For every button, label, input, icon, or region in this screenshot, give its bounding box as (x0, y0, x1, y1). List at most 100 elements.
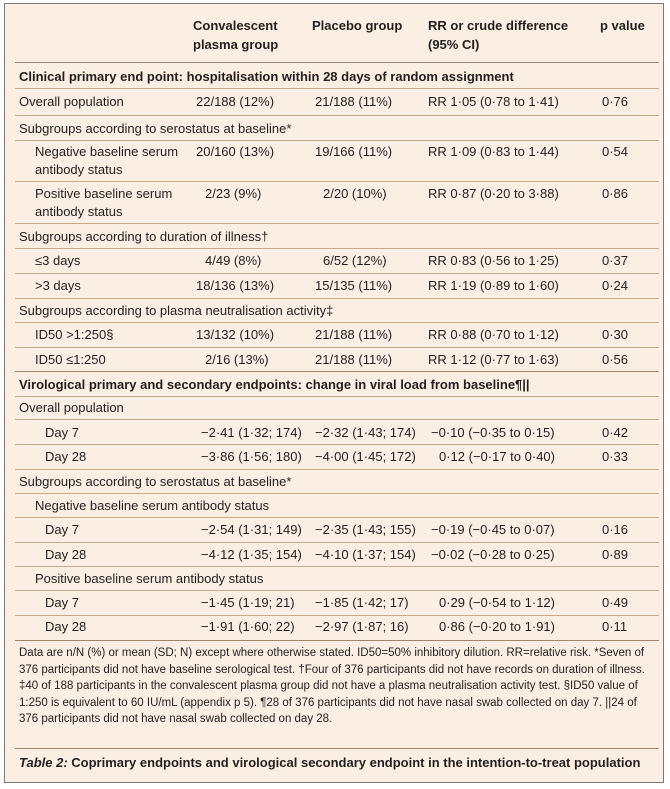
cell-p: 0·49 (602, 595, 629, 610)
cell-plasma: −2·41 (1·32; 174) (201, 425, 302, 440)
row-label: Negative baseline serum antibody status (35, 143, 178, 179)
rule (15, 298, 659, 299)
cell-rr: RR 1·19 (0·89 to 1·60) (428, 278, 559, 293)
header-col4-line1: p value (600, 18, 645, 33)
rule (15, 223, 659, 224)
rule (15, 181, 659, 182)
rule (15, 396, 659, 397)
cell-placebo: 19/166 (11%) (315, 144, 393, 159)
cell-placebo: 21/188 (11%) (315, 327, 393, 342)
cell-rr: RR 0·87 (0·20 to 3·88) (428, 186, 559, 201)
rule (15, 493, 659, 494)
cell-p: 0·56 (602, 352, 629, 367)
cell-placebo: 15/135 (11%) (315, 278, 393, 293)
row-label: Day 7 (45, 595, 79, 610)
cell-rr: −0·02 (−0·28 to 0·25) (431, 547, 555, 562)
cell-p: 0·42 (602, 425, 629, 440)
section-title: Virological primary and secondary endpoi… (19, 377, 530, 392)
cell-placebo: −2·32 (1·43; 174) (315, 425, 416, 440)
rule (15, 640, 659, 641)
cell-placebo: 21/188 (11%) (315, 352, 393, 367)
row-label: Positive baseline serum antibody status (35, 185, 172, 221)
caption-text: Coprimary endpoints and virological seco… (67, 755, 641, 770)
cell-rr: −0·10 (−0·35 to 0·15) (431, 425, 555, 440)
section-title: Clinical primary end point: hospitalisat… (19, 69, 514, 84)
cell-p: 0·76 (602, 94, 629, 109)
cell-plasma: 4/49 (8%) (205, 253, 262, 268)
row-label: Day 28 (45, 449, 87, 464)
row-label: Negative baseline serum antibody status (35, 498, 270, 513)
row-label: Overall population (19, 94, 124, 109)
header-col1-line2: plasma group (193, 37, 279, 52)
rule (15, 273, 659, 274)
cell-plasma: 22/188 (12%) (196, 94, 275, 109)
cell-plasma: −1·91 (1·60; 22) (201, 619, 295, 634)
row-label-line1: Positive baseline serum (35, 186, 173, 201)
footnotes: Data are n/N (%) or mean (SD; N) except … (19, 647, 645, 725)
cell-placebo: −2·35 (1·43; 155) (315, 522, 416, 537)
row-label: Day 28 (45, 619, 87, 634)
cell-plasma: 20/160 (13%) (196, 144, 275, 159)
cell-plasma: 2/16 (13%) (205, 352, 269, 367)
cell-placebo: 21/188 (11%) (315, 94, 393, 109)
header-p-value: p value (600, 16, 645, 35)
cell-plasma: −1·45 (1·19; 21) (201, 595, 295, 610)
header-convalescent-plasma: Convalescent plasma group (193, 16, 278, 54)
cell-placebo: 2/20 (10%) (323, 186, 387, 201)
row-label-line2: antibody status (35, 204, 123, 219)
row-label: Subgroups according to serostatus at bas… (19, 474, 292, 489)
cell-p: 0·33 (602, 449, 629, 464)
cell-plasma: 13/132 (10%) (196, 327, 275, 342)
rule (15, 615, 659, 616)
cell-p: 0·89 (602, 547, 629, 562)
table-caption: Table 2: Coprimary endpoints and virolog… (19, 754, 659, 772)
rule (15, 248, 659, 249)
rule (15, 469, 659, 470)
row-label: Subgroups according to serostatus at bas… (19, 121, 292, 136)
rule (15, 371, 659, 372)
row-label: ID50 ≤1:250 (35, 352, 106, 367)
rule (15, 88, 659, 89)
rule (15, 419, 659, 420)
rule (15, 566, 659, 567)
header-placebo: Placebo group (312, 16, 402, 35)
cell-p: 0·11 (602, 619, 628, 634)
row-label: Subgroups according to duration of illne… (19, 229, 269, 244)
cell-rr: RR 1·09 (0·83 to 1·44) (428, 144, 559, 159)
row-label: >3 days (35, 278, 81, 293)
cell-rr: 0·86 (−0·20 to 1·91) (439, 619, 555, 634)
row-label: ≤3 days (35, 253, 81, 268)
row-label-line1: Negative baseline serum (35, 144, 179, 159)
row-label: Subgroups according to plasma neutralisa… (19, 303, 334, 318)
row-label: Day 7 (45, 425, 79, 440)
cell-rr: RR 1·05 (0·78 to 1·41) (428, 94, 559, 109)
cell-plasma: −2·54 (1·31; 149) (201, 522, 302, 537)
row-label: Overall population (19, 400, 124, 415)
header-col3-line2: (95% CI) (428, 37, 480, 52)
rule (15, 590, 659, 591)
cell-placebo: 6/52 (12%) (323, 253, 387, 268)
cell-p: 0·16 (602, 522, 629, 537)
cell-p: 0·24 (602, 278, 629, 293)
rule (15, 115, 659, 116)
cell-plasma: 18/136 (13%) (196, 278, 275, 293)
cell-rr: 0·29 (−0·54 to 1·12) (439, 595, 555, 610)
row-label: Day 7 (45, 522, 79, 537)
cell-p: 0·54 (602, 144, 629, 159)
cell-placebo: −4·00 (1·45; 172) (315, 449, 416, 464)
row-label: Positive baseline serum antibody status (35, 571, 264, 586)
row-label: ID50 >1:250§ (35, 327, 114, 342)
rule (15, 542, 659, 543)
caption-label: Table 2: (19, 755, 68, 770)
cell-rr: −0·19 (−0·45 to 0·07) (431, 522, 555, 537)
cell-p: 0·30 (602, 327, 629, 342)
header-col2-line1: Placebo group (312, 18, 403, 33)
cell-plasma: −3·86 (1·56; 180) (201, 449, 302, 464)
rule (15, 748, 659, 749)
cell-placebo: −1·85 (1·42; 17) (315, 595, 409, 610)
rule (15, 140, 659, 141)
cell-rr: 0·12 (−0·17 to 0·40) (439, 449, 555, 464)
row-label-line2: antibody status (35, 162, 123, 177)
table-panel: Convalescent plasma group Placebo group … (4, 3, 664, 783)
rule (15, 347, 659, 348)
